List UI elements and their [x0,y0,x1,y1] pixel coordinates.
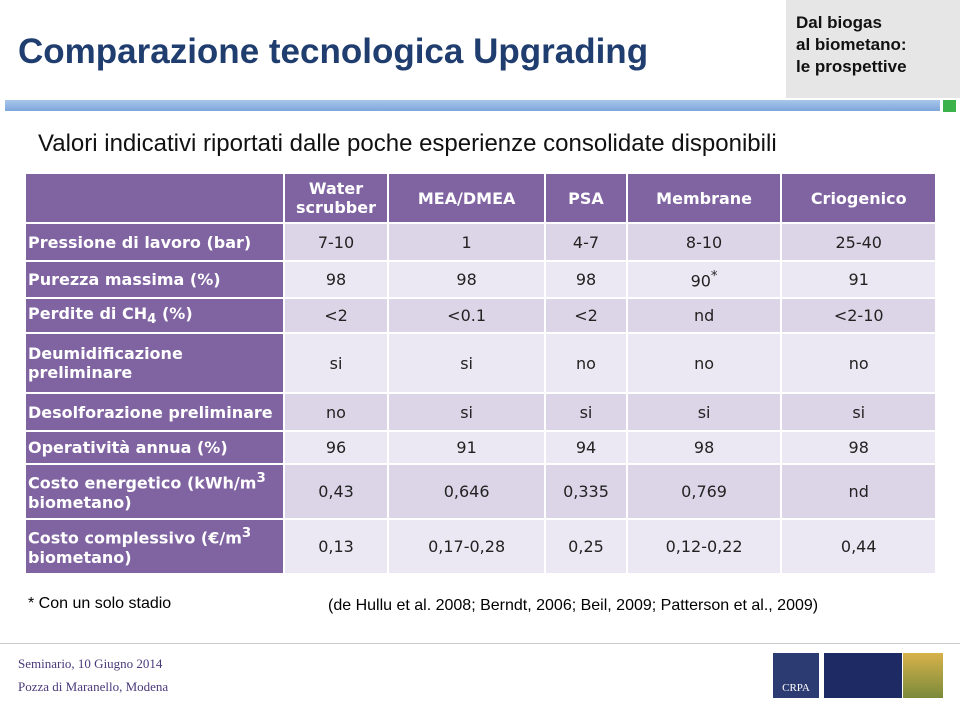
table-row: Purezza massima (%) 98 98 98 90* 91 [24,260,937,299]
label-part: Desolforazione preliminare [28,402,273,422]
label-part: Costo complessivo (€/m [28,528,242,548]
table-cell: si [780,392,937,432]
cell-value: 90 [690,271,711,291]
table-cell: 98 [386,260,547,299]
table-cell: 91 [780,260,937,299]
table-cell: 4-7 [544,222,628,262]
label-part: (%) [156,303,193,323]
row-label: Perdite di CH4 (%) [24,297,285,334]
footer-event: Seminario, 10 Giugno 2014 [18,656,163,671]
table-cell: 90* [625,260,783,299]
table-row: Pressione di lavoro (bar) 7-10 1 4-7 8-10 25-… [24,222,937,262]
table-row: Operatività annua (%) 96 91 94 98 98 [24,430,937,465]
table-cell: 1 [386,222,547,262]
label-part: Costo energetico (kWh/m [28,473,257,493]
column-header: Water scrubber [283,172,389,224]
table-cell: no [283,392,389,432]
row-label: Purezza massima (%) [24,260,285,299]
table-cell: 0,17-0,28 [386,518,547,575]
label-part: biometano) [28,492,132,512]
logo-image [903,653,943,698]
label-part: Deumidificazione preliminare [28,344,183,382]
table-cell: 98 [625,430,783,465]
label-part: biometano) [28,547,132,567]
table-cell: nd [625,297,783,334]
table-cell: <2-10 [780,297,937,334]
logo-text: CRPA [782,682,810,694]
table-cell: 0,769 [625,463,783,520]
table-cell: 91 [386,430,547,465]
table-cell: 0,13 [283,518,389,575]
table-row: Deumidificazione preliminare si si no no no [24,332,937,394]
corner-cell [24,172,285,224]
table-cell: 98 [544,260,628,299]
row-label: Desolforazione preliminare [24,392,285,432]
table-cell: no [544,332,628,394]
table-cell: si [386,332,547,394]
table-cell: si [544,392,628,432]
logo: CRPA [773,653,819,698]
table-cell: <2 [544,297,628,334]
label-part: 4 [147,312,157,328]
table-cell: si [283,332,389,394]
table-cell: 0,335 [544,463,628,520]
side-line: Dal biogas [796,13,882,32]
table-cell: 7-10 [283,222,389,262]
column-header: Membrane [625,172,783,224]
table-cell: 0,44 [780,518,937,575]
label-part: 3 [241,526,252,542]
citation: (de Hullu et al. 2008; Berndt, 2006; Bei… [328,597,819,614]
table-cell: <0.1 [386,297,547,334]
row-label: Deumidificazione preliminare [24,332,285,394]
table-cell: 8-10 [625,222,783,262]
accent-square [943,100,956,112]
table-cell: si [625,392,783,432]
table-cell: si [386,392,547,432]
table-cell: 0,646 [386,463,547,520]
row-label: Costo energetico (kWh/m3 biometano) [24,463,285,520]
table-cell: 98 [780,430,937,465]
table-cell: nd [780,463,937,520]
footnote: * Con un solo stadio [28,595,172,612]
label-part: Purezza massima (%) [28,270,221,289]
table-cell: 98 [283,260,389,299]
header-bar [5,100,940,111]
logo [824,653,902,698]
side-line: le prospettive [796,57,907,76]
footer-place: Pozza di Maranello, Modena [18,679,169,694]
table-cell: 94 [544,430,628,465]
table-cell: 0,43 [283,463,389,520]
label-part: Operatività annua (%) [28,438,228,457]
column-header: MEA/DMEA [386,172,547,224]
table-cell: 0,25 [544,518,628,575]
table-row: Costo complessivo (€/m3 biometano) 0,13 0,… [24,518,937,575]
row-label: Pressione di lavoro (bar) [24,222,285,262]
table-cell: <2 [283,297,389,334]
table-cell: 0,12-0,22 [625,518,783,575]
label-part: 3 [256,471,266,487]
subtitle: Valori indicativi riportati dalle poche … [38,130,777,157]
table-cell: no [625,332,783,394]
slide-title: Comparazione tecnologica Upgrading [18,32,649,71]
comparison-table: Water scrubber MEA/DMEA PSA Membrane Criogen… [24,172,937,575]
table-cell: 96 [283,430,389,465]
table-row: Costo energetico (kWh/m3 biometano) 0,43 0… [24,463,937,520]
label-part: Perdite di CH [28,303,148,323]
header-row: Water scrubber MEA/DMEA PSA Membrane Criogen… [24,172,937,224]
side-box: Dal biogas al biometano: le prospettive [786,0,960,98]
column-header: PSA [544,172,628,224]
label-part: Pressione di lavoro (bar) [28,232,252,252]
column-header: Criogenico [780,172,937,224]
side-line: al biometano: [796,35,907,54]
footer-line [0,643,960,644]
table-row: Perdite di CH4 (%) <2 <0.1 <2 nd <2-10 [24,297,937,334]
row-label: Costo complessivo (€/m3 biometano) [24,518,285,575]
table-cell: 25-40 [780,222,937,262]
row-label: Operatività annua (%) [24,430,285,465]
table-row: Desolforazione preliminare no si si si si [24,392,937,432]
table-cell: no [780,332,937,394]
footnote-mark: * [710,268,718,284]
